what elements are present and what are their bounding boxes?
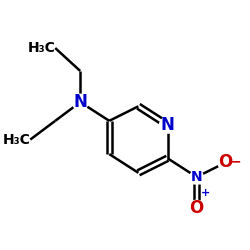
Circle shape: [189, 200, 204, 216]
Text: H₃C: H₃C: [27, 41, 55, 55]
Circle shape: [160, 117, 176, 133]
Text: O: O: [218, 154, 233, 172]
Circle shape: [218, 154, 234, 170]
Text: −: −: [229, 154, 241, 168]
Text: H₃C: H₃C: [2, 132, 30, 146]
Circle shape: [72, 94, 88, 110]
Text: N: N: [160, 116, 174, 134]
Text: O: O: [190, 199, 204, 217]
Text: N: N: [191, 170, 202, 184]
Text: +: +: [201, 188, 210, 198]
Text: N: N: [73, 93, 87, 111]
Circle shape: [190, 170, 203, 184]
